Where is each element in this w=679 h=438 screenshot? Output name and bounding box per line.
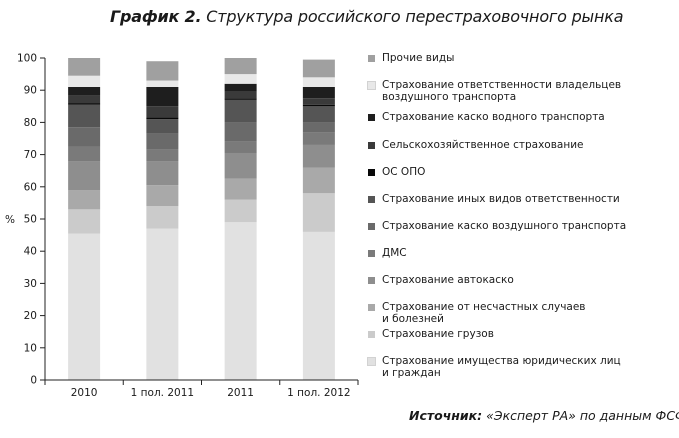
bar-segment <box>302 231 335 380</box>
legend-swatch <box>368 331 375 338</box>
bar-segment <box>146 161 179 186</box>
y-tick-label: 10 <box>24 342 37 354</box>
source-note: Источник: «Эксперт РА» по данным ФСФР <box>409 408 679 423</box>
legend-swatch <box>368 55 375 62</box>
legend-label: Страхование каско воздушного транспорта <box>382 220 627 232</box>
y-tick-label: 20 <box>24 310 37 322</box>
bar-segment <box>302 98 335 105</box>
legend-swatch <box>367 357 376 366</box>
bar-segment <box>224 83 257 92</box>
bar-segment <box>224 222 257 380</box>
bar-segment <box>146 106 179 118</box>
bar-segment <box>146 206 179 229</box>
x-tick-label: 1 пол. 2012 <box>287 387 350 399</box>
chart-title: График 2. Структура российского перестра… <box>110 7 624 26</box>
bar-segment <box>68 104 101 128</box>
bar-segment <box>68 127 101 147</box>
bar-segment <box>146 119 179 134</box>
legend-label: Страхование ответственности владельцев в… <box>382 79 622 103</box>
bar-segment <box>302 106 335 123</box>
bar-segment <box>68 161 101 191</box>
bar-segment <box>302 77 335 87</box>
x-tick-label: 2010 <box>71 387 98 399</box>
y-tick-label: 70 <box>24 149 37 161</box>
legend-swatch <box>367 81 376 90</box>
x-tick-label: 2011 <box>227 387 254 399</box>
legend-swatch <box>368 304 375 311</box>
y-tick-label: 0 <box>30 375 37 387</box>
bar-segment <box>224 141 257 153</box>
bar-segment <box>224 91 257 99</box>
y-tick-label: 100 <box>17 53 37 65</box>
bar-segment <box>224 122 257 142</box>
bar-segment <box>68 75 101 87</box>
bar-segment <box>146 117 179 120</box>
legend-label: Страхование иных видов ответственности <box>382 193 620 205</box>
bar-segment <box>224 199 257 223</box>
chart-legend: Прочие виды Страхование ответственности в… <box>367 52 668 392</box>
legend-label: Страхование имущества юридических лиц и … <box>382 355 621 379</box>
y-tick-label: 90 <box>24 85 37 97</box>
source-text: «Эксперт РА» по данным ФСФР <box>482 408 679 423</box>
bar-segment <box>68 233 101 380</box>
bar-segment <box>302 132 335 145</box>
legend-swatch <box>368 250 375 257</box>
bar-segment <box>146 61 179 81</box>
legend-swatch <box>368 114 375 121</box>
y-tick-label: 30 <box>24 278 37 290</box>
legend-label: ОС ОПО <box>382 166 426 178</box>
y-tick-label: 40 <box>24 246 37 258</box>
legend-label: Страхование от несчастных случаев и боле… <box>382 301 586 325</box>
bar-segment <box>68 86 101 96</box>
legend-swatch <box>368 142 375 149</box>
legend-label: Страхование каско водного транспорта <box>382 111 605 123</box>
source-label: Источник: <box>409 408 483 423</box>
bar-segment <box>224 178 257 200</box>
bar-segment <box>302 167 335 194</box>
bar-segment <box>146 133 179 150</box>
legend-swatch <box>368 196 375 203</box>
bar-segment <box>224 152 257 179</box>
bar-segment <box>146 185 179 207</box>
y-tick-label: 80 <box>24 117 37 129</box>
bar-segment <box>146 149 179 162</box>
bar-segment <box>68 95 101 104</box>
legend-swatch <box>368 223 375 230</box>
chart-title-prefix: График 2. <box>110 7 202 26</box>
bar-segment <box>302 104 335 107</box>
chart-title-text: Структура российского перестраховочного … <box>201 7 624 26</box>
bar-segment <box>302 193 335 232</box>
bar-segment <box>224 74 257 84</box>
legend-label: Страхование автокаско <box>382 274 514 286</box>
bar-segment <box>302 86 335 99</box>
legend-label: ДМС <box>382 247 407 259</box>
y-tick-label: 50 <box>24 214 37 226</box>
y-tick-label: 60 <box>24 181 37 193</box>
bar-segment <box>302 122 335 133</box>
bar-segment <box>302 59 335 78</box>
x-tick-label: 1 пол. 2011 <box>131 387 194 399</box>
bar-segment <box>302 144 335 168</box>
bar-segment <box>224 98 257 100</box>
legend-label: Прочие виды <box>382 52 455 64</box>
legend-label: Страхование грузов <box>382 328 494 340</box>
bar-segment <box>68 209 101 234</box>
y-axis-label: % <box>5 214 15 226</box>
bar-segment <box>68 58 101 76</box>
bar-segment <box>146 228 179 380</box>
bar-segment <box>68 146 101 162</box>
bar-segment <box>68 103 101 105</box>
legend-swatch <box>368 169 375 176</box>
bar-segment <box>224 99 257 123</box>
legend-swatch <box>368 277 375 284</box>
bar-segment <box>68 190 101 210</box>
legend-label: Сельскохозяйственное страхование <box>382 139 584 151</box>
bar-segment <box>146 80 179 87</box>
bar-segment <box>146 86 179 107</box>
bar-segment <box>224 58 257 75</box>
